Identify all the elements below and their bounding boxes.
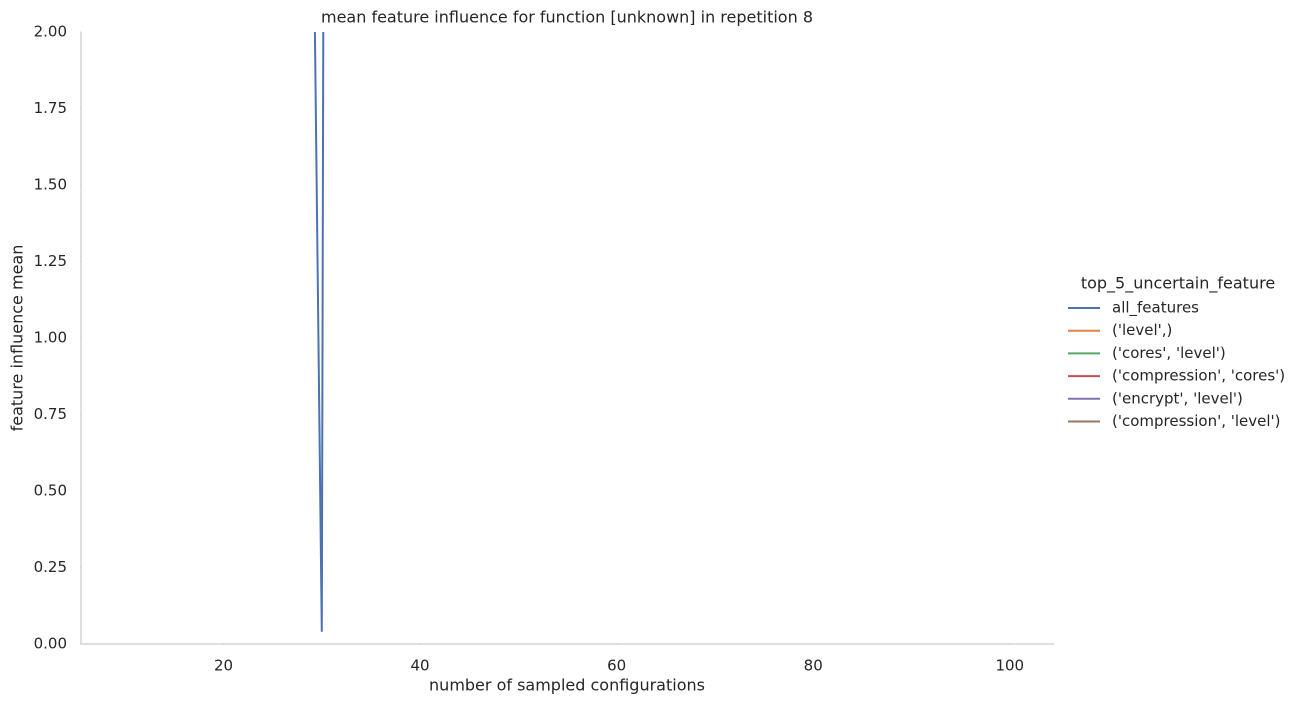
x-axis-label: number of sampled configurations: [429, 676, 705, 695]
x-tick-label: 60: [607, 657, 626, 675]
plot-area: [313, 32, 325, 632]
legend-title: top_5_uncertain_feature: [1081, 274, 1275, 294]
series-line: [313, 32, 325, 632]
legend-label: ('encrypt', 'level'): [1112, 389, 1243, 407]
y-tick-label: 0.50: [34, 482, 67, 500]
y-tick-label: 0.75: [34, 405, 67, 423]
y-tick-label: 0.25: [34, 558, 67, 576]
legend-label: ('level',): [1112, 321, 1172, 339]
y-tick-label: 1.50: [34, 176, 67, 194]
legend-label: ('compression', 'level'): [1112, 412, 1281, 430]
x-tick-label: 40: [411, 657, 430, 675]
y-tick-label: 0.00: [34, 635, 67, 653]
x-tick-label: 100: [995, 657, 1024, 675]
legend-label: all_features: [1112, 299, 1199, 318]
chart-title: mean feature influence for function [unk…: [321, 8, 813, 27]
y-tick-label: 1.00: [34, 329, 67, 347]
y-tick-label: 1.25: [34, 252, 67, 270]
legend-label: ('cores', 'level'): [1112, 344, 1226, 362]
x-tick-label: 20: [214, 657, 233, 675]
y-axis-label: feature influence mean: [8, 245, 27, 432]
x-tick-label: 80: [804, 657, 823, 675]
y-tick-label: 1.75: [34, 99, 67, 117]
legend-label: ('compression', 'cores'): [1112, 367, 1285, 385]
y-tick-label: 2.00: [34, 23, 67, 41]
